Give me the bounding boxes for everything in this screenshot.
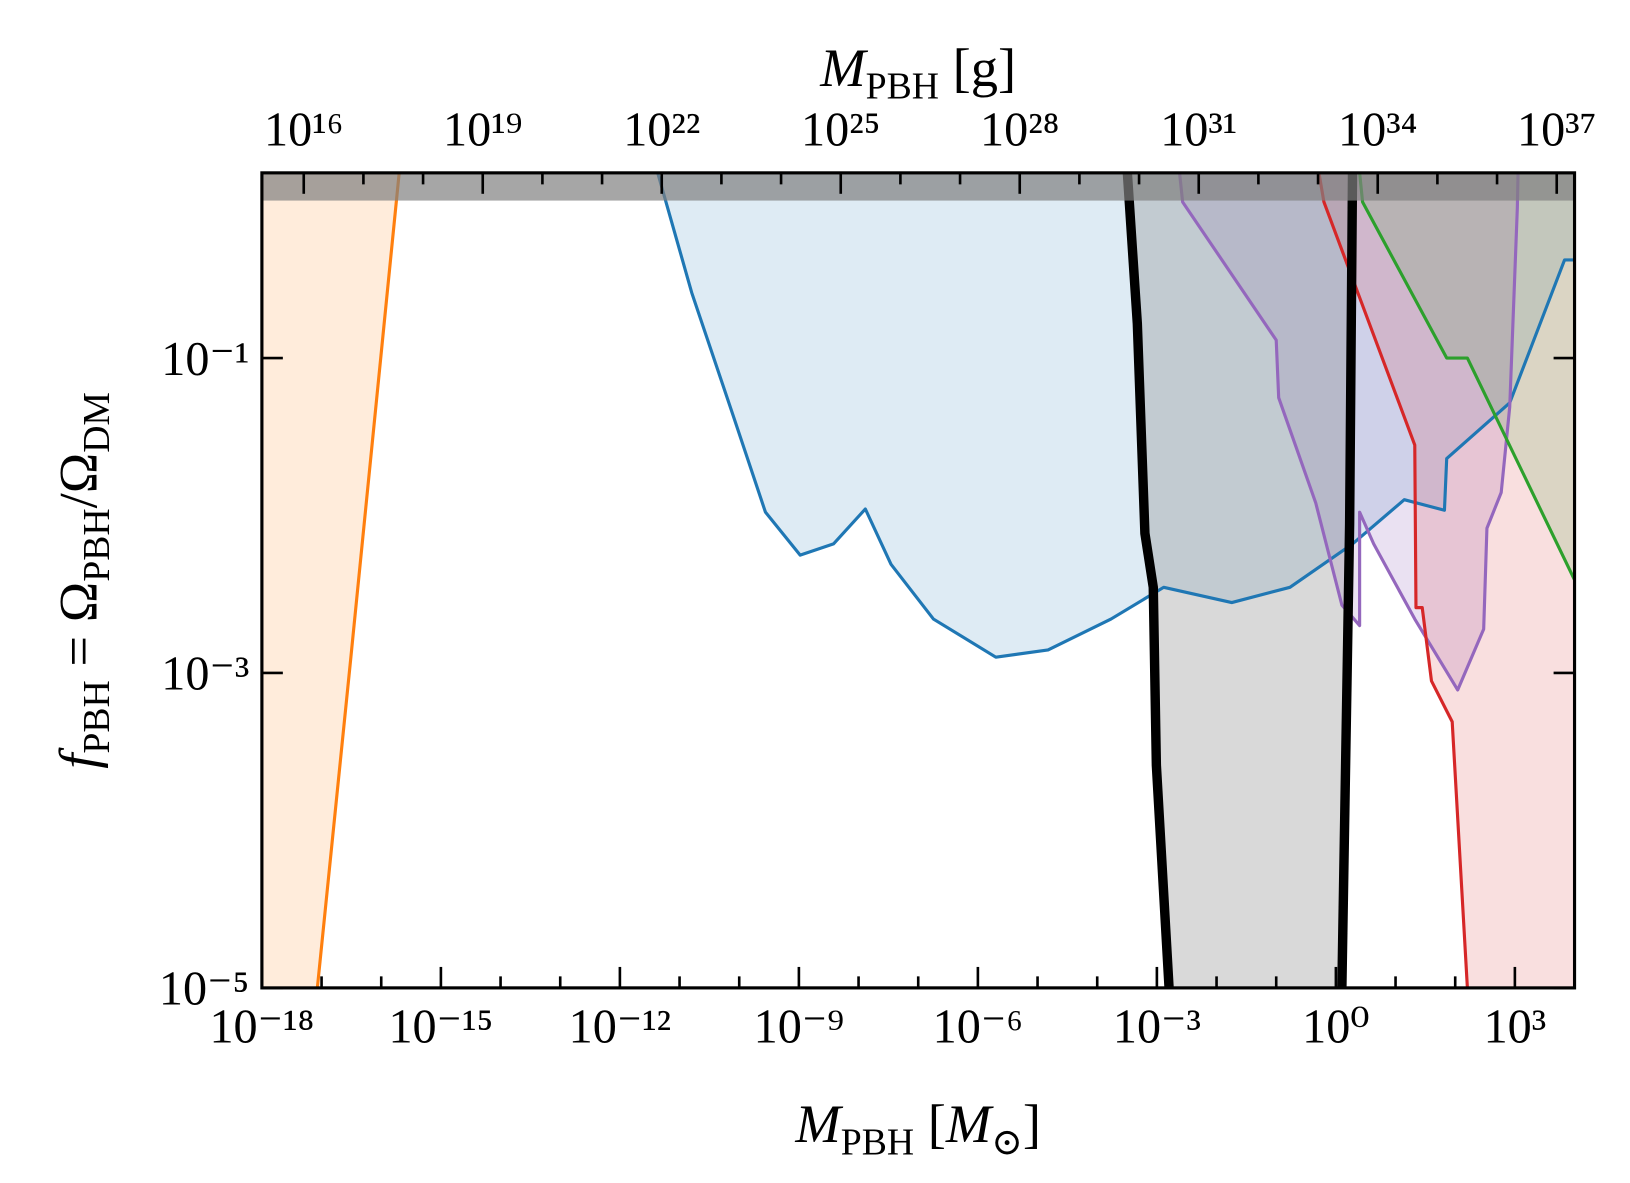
x-tick-label: 10⁻¹⁵ <box>388 1000 493 1053</box>
x2-tick-label: 10³¹ <box>1160 104 1237 157</box>
region-fill <box>261 172 400 988</box>
x2-tick-label: 10³⁴ <box>1338 104 1417 157</box>
label-part: [ <box>914 1093 946 1154</box>
region-fills <box>261 172 1575 988</box>
x2-tick-label: 10¹⁹ <box>443 104 522 157</box>
x-tick-label: 10⁻⁹ <box>754 1000 844 1053</box>
label-part: PBH <box>76 680 118 753</box>
label-part: ⊙ <box>991 1121 1023 1163</box>
label-part: ] <box>1023 1093 1041 1154</box>
x2-tick-label: 10²⁸ <box>980 104 1059 157</box>
x-tick-label: 10³ <box>1484 1000 1547 1053</box>
boundary-line <box>1122 172 1174 988</box>
y-tick-label: 10⁻¹ <box>161 333 249 386</box>
label-part: M <box>819 37 868 98</box>
region-lines <box>261 172 1575 988</box>
boundary-line <box>1178 172 1520 692</box>
label-part: PBH <box>866 65 939 107</box>
boundary-line <box>1317 172 1469 988</box>
label-part: DM <box>76 392 118 453</box>
label-part: = Ω <box>47 582 108 680</box>
x-tick-label: 10⁰ <box>1302 1000 1369 1053</box>
y-tick-label: 10⁻⁵ <box>159 963 249 1016</box>
boundary-line <box>656 172 1575 659</box>
label-part: [g] <box>939 37 1016 98</box>
figure: 10⁻¹⁸ 10⁻¹⁵ 10⁻¹² 10⁻⁹ 10⁻⁶ 10⁻³ 10⁰ 10³ 10¹⁶ 10¹… <box>47 37 1596 1164</box>
xlabel-label: MPBH [M⊙] <box>794 1093 1041 1164</box>
region-fill <box>1127 172 1353 988</box>
boundary-line <box>315 172 401 988</box>
x-tick-label: 10⁻³ <box>1113 1000 1201 1053</box>
x2label-label: MPBH [g] <box>819 37 1016 108</box>
axes: 10⁻¹⁸ 10⁻¹⁵ 10⁻¹² 10⁻⁹ 10⁻⁶ 10⁻³ 10⁰ 10³ 10¹⁶ 10¹… <box>47 37 1596 1164</box>
label-part: M <box>794 1093 843 1154</box>
excluded-band <box>261 172 1575 201</box>
boundary-line <box>1337 172 1358 988</box>
x-tick-label: 10⁻⁶ <box>933 1000 1023 1053</box>
x2-tick-label: 10³⁷ <box>1517 104 1596 157</box>
x-tick-label: 10⁻¹⁸ <box>209 1000 314 1053</box>
y-tick-label: 10⁻³ <box>161 648 249 701</box>
x-tick-label: 10⁻¹² <box>569 1000 671 1053</box>
label-part: /Ω <box>47 453 108 509</box>
x2-tick-label: 10²² <box>623 104 700 157</box>
label-part: PBH <box>841 1121 914 1163</box>
label-part: PBH <box>76 508 118 581</box>
label-part: M <box>945 1093 994 1154</box>
ylabel-label: fPBH = ΩPBH/ΩDM <box>47 392 118 769</box>
region-fill <box>1359 172 1575 580</box>
x2-tick-label: 10²⁵ <box>801 104 880 157</box>
x2-tick-label: 10¹⁶ <box>264 104 343 157</box>
